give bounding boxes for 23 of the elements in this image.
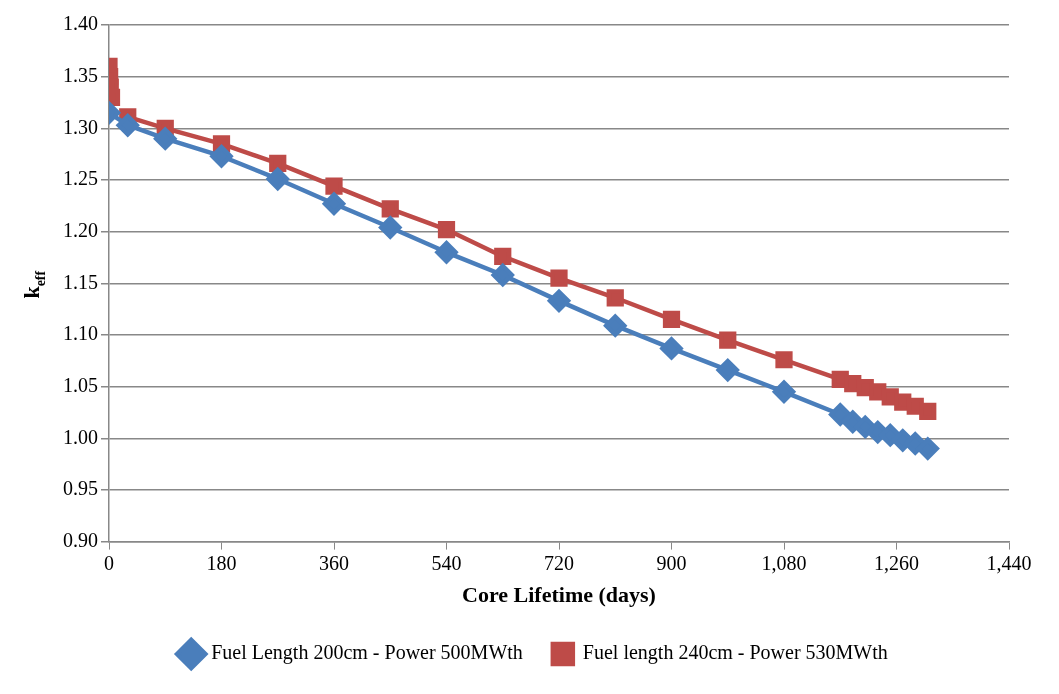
x-tick-label: 1,080	[761, 551, 807, 574]
x-tick-label: 1,260	[874, 551, 919, 574]
legend-label: Fuel length 240cm - Power 530MWth	[582, 641, 888, 665]
x-tick-label: 720	[544, 551, 574, 574]
y-tick-label: 1.30	[63, 115, 98, 138]
x-tick-label: 0	[104, 551, 114, 574]
y-tick-label: 1.40	[63, 12, 98, 35]
x-tick-label: 180	[206, 551, 237, 574]
y-tick-label: 1.10	[63, 322, 98, 345]
x-tick-label: 540	[431, 551, 462, 574]
y-tick-label: 0.95	[63, 477, 98, 500]
y-tick-label: 1.20	[63, 218, 98, 241]
x-axis-title: Core Lifetime (days)	[462, 582, 656, 608]
x-tick-label: 360	[319, 551, 349, 574]
x-tick-label: 900	[656, 551, 687, 574]
x-tick-label: 1,440	[986, 551, 1032, 574]
y-tick-label: 1.00	[63, 425, 98, 448]
y-tick-label: 0.90	[63, 528, 98, 551]
y-tick-label: 1.05	[63, 373, 98, 396]
y-tick-label: 1.25	[63, 167, 98, 190]
y-tick-label: 1.35	[63, 63, 98, 86]
y-tick-label: 1.15	[63, 270, 98, 293]
legend-label: Fuel Length 200cm - Power 500MWth	[211, 641, 523, 665]
